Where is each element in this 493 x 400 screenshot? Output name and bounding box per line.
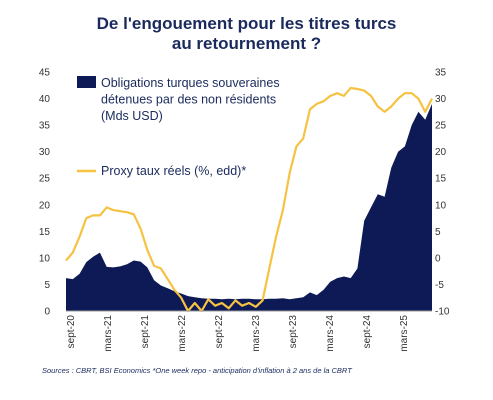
right-tick-label: 10 bbox=[435, 200, 447, 211]
right-tick-label: 15 bbox=[435, 174, 447, 185]
series-line-taux-reels bbox=[65, 86, 433, 313]
right-tick-label: -10 bbox=[435, 307, 450, 318]
legend-label-area: (Mds USD) bbox=[101, 109, 163, 123]
right-tick-label: 30 bbox=[435, 94, 447, 105]
left-tick-label: 15 bbox=[39, 227, 51, 238]
x-tick-label: mars-22 bbox=[177, 315, 188, 352]
right-tick-label: 25 bbox=[435, 121, 447, 132]
x-tick-label: sept-24 bbox=[362, 315, 373, 349]
x-tick-label: mars-25 bbox=[399, 315, 410, 352]
x-tick-label: sept-21 bbox=[140, 315, 151, 349]
chart-title: De l'engouement pour les titres turcs au… bbox=[0, 14, 493, 54]
left-tick-label: 35 bbox=[39, 121, 51, 132]
right-tick-label: 0 bbox=[435, 253, 441, 264]
left-tick-label: 45 bbox=[39, 68, 51, 79]
line-layer bbox=[65, 86, 433, 313]
source-note: Sources : CBRT, BSI Economics *One week … bbox=[42, 366, 352, 375]
x-tick-label: mars-24 bbox=[325, 315, 336, 352]
legend-swatch-area bbox=[77, 76, 96, 88]
right-tick-label: 5 bbox=[435, 227, 441, 238]
right-tick-label: 35 bbox=[435, 68, 447, 79]
left-tick-label: 0 bbox=[44, 307, 50, 318]
x-tick-label: sept-20 bbox=[66, 315, 77, 349]
legend-label-area: Obligations turques souveraines bbox=[101, 76, 280, 90]
right-tick-label: 20 bbox=[435, 147, 447, 158]
left-tick-label: 10 bbox=[39, 253, 51, 264]
left-tick-label: 20 bbox=[39, 200, 51, 211]
series-area-obligations bbox=[66, 103, 432, 312]
chart-title-line1: De l'engouement pour les titres turcs bbox=[96, 14, 397, 33]
x-tick-label: sept-23 bbox=[288, 315, 299, 349]
left-tick-label: 25 bbox=[39, 174, 51, 185]
x-tick-label: mars-21 bbox=[103, 315, 114, 352]
chart-title-line2: au retournement ? bbox=[171, 34, 322, 53]
legend-label-line: Proxy taux réels (%, edd)* bbox=[101, 164, 246, 178]
x-tick-label: sept-22 bbox=[214, 315, 225, 349]
x-tick-label: mars-23 bbox=[251, 315, 262, 352]
left-tick-label: 40 bbox=[39, 94, 51, 105]
axis-layer: 0 5 10 15 20 25 30 35 40 45 -10 -5 0 5 10 15 20 25 30 35 sep… bbox=[39, 68, 450, 352]
left-tick-label: 5 bbox=[44, 280, 50, 291]
left-tick-label: 30 bbox=[39, 147, 51, 158]
right-tick-label: -5 bbox=[435, 280, 444, 291]
area-layer bbox=[66, 103, 432, 312]
legend: Obligations turques souveraines détenues … bbox=[77, 76, 280, 178]
legend-label-area: détenues par des non résidents bbox=[101, 93, 276, 107]
